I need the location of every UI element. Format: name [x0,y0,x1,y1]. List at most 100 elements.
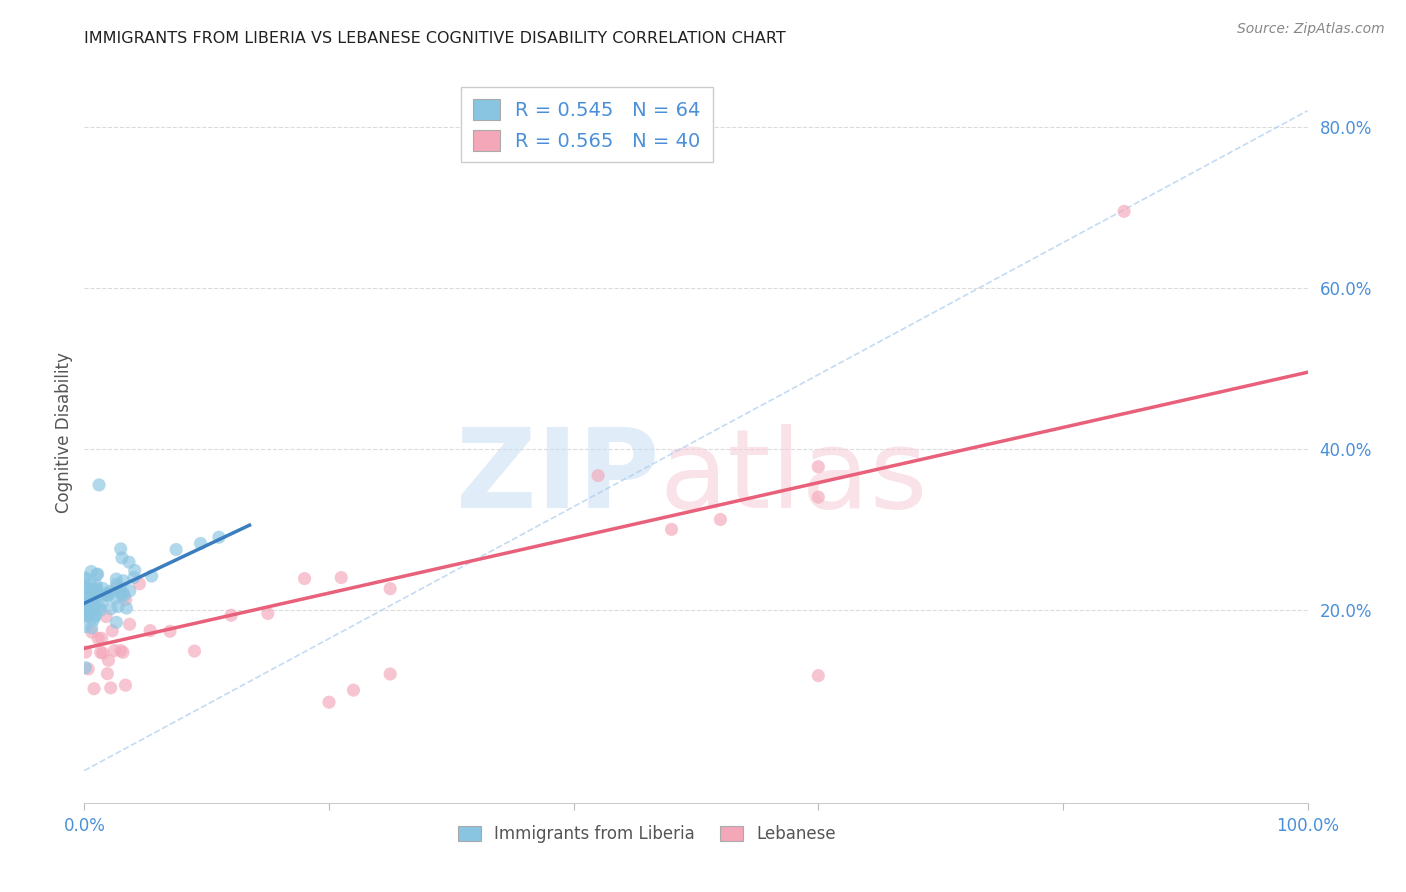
Point [86,567,108,582]
Point [219,608,242,623]
Point [94,609,117,624]
Point [75,571,97,585]
Point [807,668,830,682]
Point [90,588,112,602]
Point [84,583,107,598]
Point [76,607,98,622]
Point [83,609,105,624]
Point [84,588,107,602]
Point [76,597,98,611]
Point [100,601,122,615]
Point [110,585,132,599]
Point [100,584,122,599]
Point [107,599,129,614]
Point [91,646,114,660]
Point [79,593,101,607]
Point [118,617,141,632]
Point [141,569,163,583]
Point [97,589,120,603]
Point [90,632,112,646]
Point [75,619,97,633]
Point [82,599,104,614]
Point [79,577,101,591]
Point [114,678,136,692]
Point [96,666,118,681]
Point [342,683,364,698]
Text: ZIP: ZIP [456,424,659,531]
Point [80,621,103,635]
Y-axis label: Cognitive Disability: Cognitive Disability [55,352,73,513]
Point [330,570,353,584]
Point [661,522,683,536]
Point [84,578,107,592]
Point [96,588,118,602]
Point [105,572,128,586]
Point [76,582,98,596]
Point [190,536,212,550]
Point [77,607,100,621]
Point [111,550,134,565]
Point [75,586,97,600]
Point [101,624,124,638]
Point [709,512,731,526]
Point [90,596,112,610]
Point [807,490,830,504]
Point [112,574,135,588]
Point [86,582,108,596]
Point [87,478,110,492]
Point [183,644,205,658]
Point [118,555,141,569]
Point [105,577,128,591]
Point [100,681,122,695]
Point [77,662,100,676]
Point [114,592,136,607]
Point [122,570,145,584]
Point [77,600,100,615]
Point [586,468,609,483]
Point [105,581,128,595]
Point [82,613,104,627]
Point [91,582,114,596]
Point [83,681,105,696]
Point [96,586,118,600]
Point [75,660,97,674]
Point [79,599,101,614]
Point [139,624,162,638]
Point [380,667,402,681]
Point [84,608,107,623]
Text: atlas: atlas [659,424,928,531]
Point [79,604,101,618]
Point [86,567,108,582]
Point [110,588,132,602]
Point [112,589,135,603]
Point [257,607,280,621]
Point [294,572,316,586]
Point [111,586,134,600]
Point [82,584,104,599]
Point [1114,204,1136,219]
Point [83,596,105,610]
Point [90,603,112,617]
Point [90,645,112,659]
Point [79,582,101,597]
Point [87,600,110,615]
Point [104,591,127,605]
Point [165,542,187,557]
Point [118,583,141,598]
Point [79,589,101,603]
Point [159,624,181,639]
Point [105,615,128,630]
Text: Source: ZipAtlas.com: Source: ZipAtlas.com [1237,22,1385,37]
Point [97,653,120,667]
Point [110,541,132,556]
Point [75,609,97,624]
Point [80,625,103,640]
Point [208,530,231,544]
Text: IMMIGRANTS FROM LIBERIA VS LEBANESE COGNITIVE DISABILITY CORRELATION CHART: IMMIGRANTS FROM LIBERIA VS LEBANESE COGN… [84,31,786,46]
Legend: Immigrants from Liberia, Lebanese: Immigrants from Liberia, Lebanese [451,819,844,850]
Point [124,564,146,578]
Point [80,565,103,579]
Point [807,459,830,474]
Point [103,643,125,657]
Point [76,608,98,623]
